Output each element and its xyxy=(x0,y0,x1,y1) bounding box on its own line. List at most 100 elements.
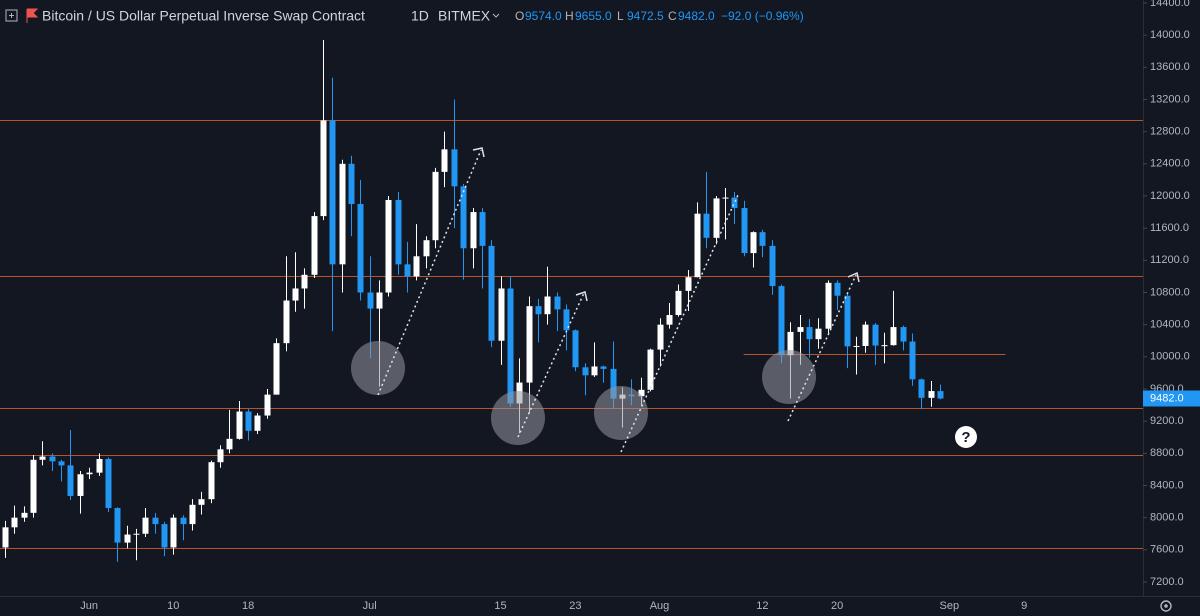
toolbar-icon[interactable] xyxy=(5,9,18,22)
candle-body xyxy=(357,204,364,293)
arrow-head xyxy=(847,271,860,283)
candle-body xyxy=(937,391,944,399)
y-tick-label: 8800.0 xyxy=(1150,447,1184,459)
candle-body xyxy=(423,240,430,257)
last-price-tag xyxy=(1143,390,1200,407)
candle-body xyxy=(404,264,411,277)
candle-body xyxy=(844,295,851,347)
candle-body xyxy=(283,300,290,344)
x-tick-label: 20 xyxy=(831,600,843,612)
y-tick-label: 12000.0 xyxy=(1150,190,1190,202)
candle-body xyxy=(96,458,103,473)
trend-arrow xyxy=(377,149,482,396)
highlight-circle xyxy=(491,391,545,445)
y-tick-label: 10000.0 xyxy=(1150,351,1190,363)
candle-body xyxy=(666,315,673,325)
interval: 1D xyxy=(411,8,429,24)
candle-body xyxy=(825,282,832,329)
candle-body xyxy=(39,456,46,460)
candle-body xyxy=(236,411,243,439)
x-tick-label: 10 xyxy=(167,600,179,612)
y-tick-label: 11200.0 xyxy=(1150,254,1189,266)
x-tick-label: Jun xyxy=(80,600,98,612)
candle-body xyxy=(722,197,729,199)
candle-body xyxy=(189,504,196,525)
candle-body xyxy=(853,345,860,347)
candle-body xyxy=(105,458,112,509)
time-axis: Jun 10 18 Jul 15 23 Aug 12 20 Sep 9 xyxy=(80,600,1027,612)
candle-body xyxy=(507,288,514,404)
candle-body xyxy=(133,533,140,535)
gear-center xyxy=(1164,604,1168,608)
x-tick-label: Jul xyxy=(363,600,377,612)
trend-arrow xyxy=(787,274,857,422)
candle-body xyxy=(544,296,551,315)
candle-body xyxy=(311,216,318,275)
candle-body xyxy=(208,462,215,500)
y-tick-label: 7600.0 xyxy=(1150,544,1184,556)
question-mark: ? xyxy=(961,429,970,446)
y-tick-label: 12400.0 xyxy=(1150,158,1190,170)
settings-icon[interactable] xyxy=(1160,600,1172,612)
candle-body xyxy=(806,327,813,340)
ohlc-value: 9482.0 xyxy=(678,9,715,23)
candle-body xyxy=(694,213,701,278)
candle-body xyxy=(460,186,467,249)
candle-body xyxy=(750,232,757,254)
y-tick-label: 13200.0 xyxy=(1150,93,1190,105)
x-tick-label: 18 xyxy=(242,600,254,612)
gear[interactable] xyxy=(1160,600,1172,612)
y-tick-label: 12800.0 xyxy=(1150,126,1190,138)
candle-body xyxy=(320,120,327,217)
candle-body xyxy=(872,324,879,346)
candle-body xyxy=(498,288,505,341)
candle-body xyxy=(488,245,495,341)
candle-body xyxy=(862,324,869,346)
candle-body xyxy=(170,517,177,548)
candle-body xyxy=(245,411,252,431)
candle-body xyxy=(254,415,261,431)
candle-body xyxy=(787,331,794,356)
exchange[interactable]: BITMEX xyxy=(438,8,491,24)
candle-body xyxy=(890,327,897,346)
candle-body xyxy=(451,149,458,187)
exchange-flag xyxy=(26,8,39,23)
candle-body xyxy=(339,163,346,265)
ohlc-key: C xyxy=(668,9,677,23)
candle-body xyxy=(591,366,598,376)
candle-body xyxy=(413,256,420,277)
candle-body xyxy=(124,534,131,543)
candle-body xyxy=(77,474,84,496)
candle-body xyxy=(58,461,65,466)
candle-body xyxy=(881,345,888,347)
candle-body xyxy=(67,465,74,496)
candle-body xyxy=(657,324,664,350)
candle-body xyxy=(741,208,748,254)
candle-body xyxy=(638,389,645,397)
candle-body xyxy=(217,449,224,463)
candle-body xyxy=(563,309,570,331)
y-tick-label: 7200.0 xyxy=(1150,576,1184,588)
candle-body xyxy=(385,200,392,293)
trend-arrow xyxy=(517,292,585,438)
candle-body xyxy=(11,517,18,528)
y-tick-label: 14400.0 xyxy=(1150,0,1190,9)
candle-body xyxy=(572,330,579,368)
candle-body xyxy=(152,517,159,525)
x-tick-label: Sep xyxy=(940,600,960,612)
header: Bitcoin / US Dollar Perpetual Inverse Sw… xyxy=(5,8,804,24)
y-tick-label: 9200.0 xyxy=(1150,415,1184,427)
question-icon xyxy=(955,426,977,448)
candle-body xyxy=(161,524,168,548)
x-tick-label: 9 xyxy=(1021,600,1027,612)
candle-body xyxy=(441,149,448,172)
candle-body xyxy=(769,245,776,287)
candle-body xyxy=(647,349,654,390)
ohlc-value: 9472.5 xyxy=(627,9,664,23)
candle-body xyxy=(348,163,355,205)
candle-body xyxy=(834,282,841,296)
candle-body xyxy=(526,306,533,383)
candle-body xyxy=(797,327,804,332)
candle-body xyxy=(713,198,720,238)
y-tick-label: 13600.0 xyxy=(1150,61,1190,73)
